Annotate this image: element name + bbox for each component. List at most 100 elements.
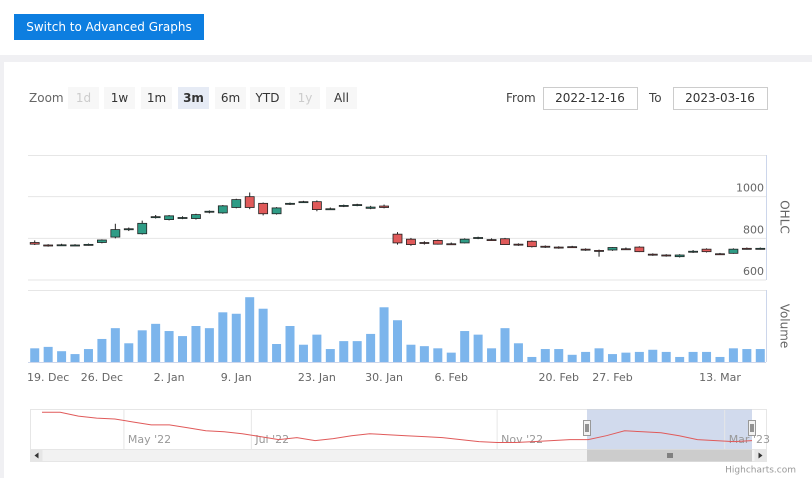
- volume-bar: [272, 344, 282, 362]
- volume-bar: [742, 349, 752, 362]
- candle-body: [621, 248, 631, 251]
- scroll-left-arrow: [34, 452, 39, 459]
- candle-body: [150, 216, 161, 219]
- volume-bar: [298, 344, 308, 362]
- advanced-button-label[interactable]: Switch to Advanced Graphs: [26, 20, 192, 34]
- candle-body: [43, 244, 54, 247]
- candle-body: [715, 253, 725, 256]
- to-date[interactable]: 2023-03-16: [685, 91, 755, 105]
- candle-body: [473, 237, 484, 239]
- candle-body: [70, 244, 80, 247]
- candle-body: [217, 205, 228, 214]
- volume-bar: [231, 313, 241, 362]
- credits[interactable]: Highcharts.com: [725, 466, 796, 476]
- volume-bar: [513, 343, 523, 362]
- range-button-label[interactable]: YTD: [255, 91, 280, 105]
- candle-body: [674, 254, 685, 258]
- volume-bar: [433, 348, 443, 362]
- volume-bar: [607, 354, 617, 362]
- navigator-mask[interactable]: [587, 409, 752, 450]
- volume-bar: [151, 323, 161, 362]
- x-tick-label: 26. Dec: [81, 371, 123, 384]
- candle-body: [97, 239, 107, 243]
- volume-bar: [715, 356, 725, 362]
- advanced-button[interactable]: [14, 14, 204, 40]
- volume-bar: [218, 312, 228, 362]
- candle-body: [29, 242, 40, 245]
- to-input[interactable]: [673, 87, 768, 110]
- volume-bar: [164, 331, 174, 362]
- range-button-label[interactable]: 6m: [221, 91, 240, 105]
- candle-body: [661, 254, 672, 257]
- candle-body: [204, 210, 215, 213]
- range-button[interactable]: [104, 87, 135, 109]
- volume-bar: [258, 308, 268, 362]
- candle-body: [513, 243, 524, 246]
- range-button[interactable]: [178, 87, 209, 109]
- from-label: From: [506, 91, 536, 105]
- y-tick-label: 800: [743, 223, 764, 236]
- candle-body: [419, 242, 430, 244]
- ohlc-axis-title: OHLC: [778, 200, 792, 234]
- candle-body: [701, 248, 712, 253]
- volume-bar: [379, 307, 389, 362]
- volume-bar: [621, 352, 631, 362]
- from-date[interactable]: 2022-12-16: [555, 91, 625, 105]
- volume-bar: [473, 334, 483, 362]
- candle-body: [607, 247, 618, 251]
- volume-bar: [339, 341, 349, 362]
- range-button[interactable]: [326, 87, 357, 109]
- candle-body: [231, 199, 242, 208]
- candle-body: [311, 201, 322, 210]
- volume-bar: [755, 349, 765, 362]
- volume-bar: [702, 351, 712, 362]
- x-tick-label: 6. Feb: [435, 371, 468, 384]
- candle-body: [446, 243, 457, 246]
- candle-body: [553, 246, 564, 249]
- candle-body: [271, 207, 282, 215]
- range-button[interactable]: [141, 87, 172, 109]
- to-label: To: [648, 91, 662, 105]
- volume-bar: [648, 349, 658, 362]
- volume-bar: [581, 351, 591, 362]
- x-tick-label: 23. Jan: [298, 371, 336, 384]
- range-button[interactable]: [250, 87, 285, 109]
- volume-bar: [137, 330, 147, 362]
- volume-bar: [540, 349, 550, 362]
- navigator-x-label: Jul '22: [254, 433, 289, 446]
- x-tick-label: 2. Jan: [154, 371, 185, 384]
- from-input[interactable]: [543, 87, 638, 110]
- navigator-handle[interactable]: [748, 420, 756, 436]
- candle-body: [177, 217, 188, 219]
- candle-body: [191, 214, 201, 219]
- candle-body: [647, 253, 658, 256]
- volume-bar: [500, 328, 510, 362]
- volume-bar: [554, 349, 564, 362]
- navigator-handle[interactable]: [583, 420, 591, 436]
- candle-body: [379, 205, 389, 208]
- range-button[interactable]: [215, 87, 246, 109]
- volume-bar: [406, 344, 416, 362]
- candle-body: [110, 229, 121, 238]
- candle-body: [392, 233, 403, 244]
- y-tick-label: 1000: [736, 182, 764, 195]
- range-button: [68, 87, 99, 109]
- volume-bar: [460, 331, 470, 362]
- range-button-label[interactable]: 3m: [183, 91, 204, 105]
- range-button-label[interactable]: 1m: [147, 91, 166, 105]
- y-tick-label: 600: [743, 265, 764, 278]
- candle-body: [56, 244, 67, 247]
- range-button-label[interactable]: 1w: [111, 91, 129, 105]
- navigator-line: [42, 411, 753, 443]
- candle-body: [298, 201, 309, 204]
- range-button-label[interactable]: All: [334, 91, 349, 105]
- volume-bar: [594, 348, 604, 362]
- volume-bar: [124, 343, 134, 362]
- chart-card: [4, 62, 812, 478]
- candle-body: [634, 246, 645, 253]
- volume-bar: [661, 351, 671, 362]
- x-tick-label: 27. Feb: [592, 371, 632, 384]
- candle-body: [352, 204, 363, 206]
